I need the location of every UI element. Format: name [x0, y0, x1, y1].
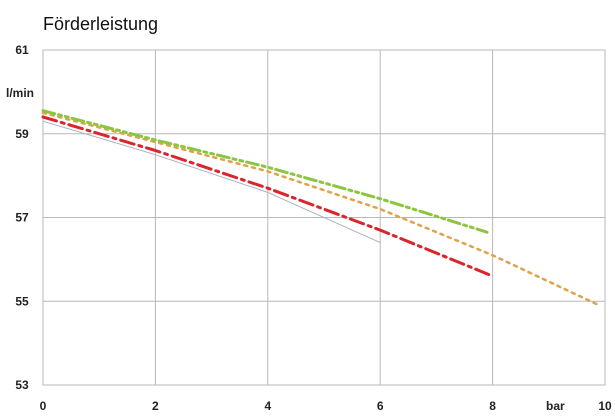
x-tick-label: 0 [40, 399, 47, 413]
y-tick-label: 59 [15, 127, 29, 141]
y-tick-label: 57 [15, 211, 29, 225]
x-tick-label: 8 [489, 399, 496, 413]
x-tick-label: 4 [264, 399, 271, 413]
x-tick-label: 10 [598, 399, 612, 413]
y-tick-label: 61 [15, 43, 29, 57]
y-tick-label: 55 [15, 294, 29, 308]
x-tick-label: 6 [377, 399, 384, 413]
series-line-3 [41, 111, 601, 307]
x-axis-label: bar [546, 399, 565, 413]
y-axis-label: l/min [6, 86, 34, 100]
x-tick-label: 2 [152, 399, 159, 413]
series-line-2 [41, 115, 495, 278]
series-line-1 [42, 120, 381, 244]
series-line-4 [41, 109, 489, 234]
y-tick-label: 53 [15, 378, 29, 392]
chart-title: Förderleistung [43, 14, 158, 34]
series-lines [41, 109, 601, 307]
tick-labels: 0 2 4 6 8 10 53 55 57 59 61 [15, 43, 612, 413]
